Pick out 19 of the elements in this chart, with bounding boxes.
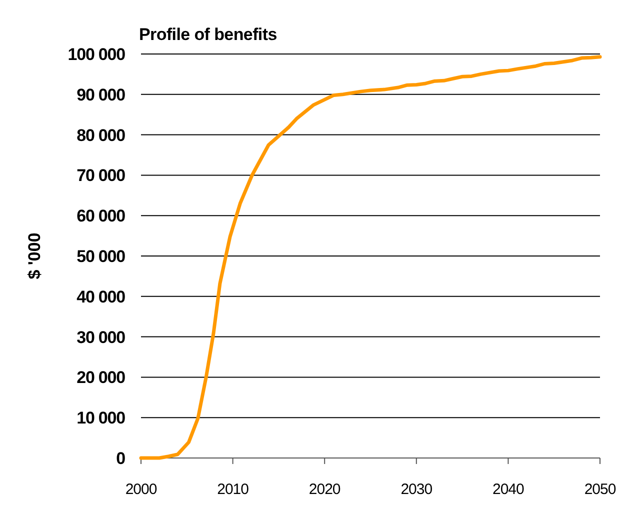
x-tick-label: 2000 <box>125 481 157 498</box>
y-tick-label: 30 000 <box>76 328 126 347</box>
x-tick-label: 2050 <box>584 481 616 498</box>
y-tick-label: 10 000 <box>76 408 126 428</box>
y-tick-label: 70 000 <box>76 166 126 186</box>
y-tick-label: 60 000 <box>76 206 126 226</box>
y-tick-label: 20 000 <box>76 368 126 388</box>
x-tick-label: 2040 <box>492 481 524 498</box>
chart-title: Profile of benefits <box>139 25 277 44</box>
y-tick-label: 40 000 <box>76 287 126 306</box>
y-tick-label: 90 000 <box>76 85 126 104</box>
x-tick-label: 2030 <box>400 481 432 498</box>
y-tick-label: 80 000 <box>76 126 126 145</box>
y-tick-label: 0 <box>116 449 126 468</box>
y-axis-title: $ '000 <box>25 232 44 280</box>
y-tick-label: 100 000 <box>68 45 126 64</box>
x-tick-label: 2010 <box>217 481 249 498</box>
y-tick-label: 50 000 <box>76 247 126 266</box>
x-tick-label: 2020 <box>308 481 340 498</box>
